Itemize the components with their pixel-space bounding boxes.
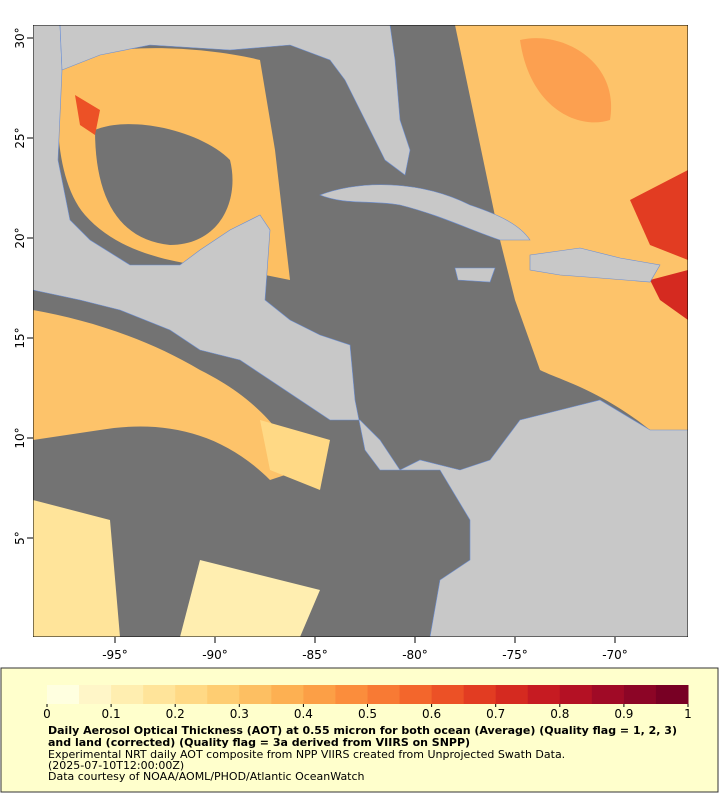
x-tick-label: -80° xyxy=(402,648,428,662)
colorbar-tick-label: 0.3 xyxy=(230,707,249,721)
colorbar-swatch xyxy=(175,685,208,704)
no-data xyxy=(95,124,233,245)
colorbar-swatch xyxy=(527,685,561,704)
colorbar-swatch xyxy=(367,685,401,704)
colorbar-swatch xyxy=(303,685,336,704)
colorbar-swatch xyxy=(143,685,176,704)
aot-pacific xyxy=(33,500,120,637)
colorbar-swatch xyxy=(655,685,689,704)
y-tick-label: 30° xyxy=(13,27,27,48)
aot-atlantic-high xyxy=(520,38,612,123)
aot-atlantic xyxy=(455,25,688,430)
colorbar-tick-label: 0.6 xyxy=(422,707,441,721)
colorbar-swatch xyxy=(207,685,240,704)
jamaica xyxy=(454,267,496,283)
aot-high xyxy=(650,270,688,320)
colorbar-swatch xyxy=(111,685,144,704)
x-tick-label: -85° xyxy=(302,648,328,662)
y-tick-label: 10° xyxy=(13,427,27,448)
colorbar-tick-label: 0.1 xyxy=(102,707,121,721)
colorbar-tick-label: 0.4 xyxy=(294,707,313,721)
colorbar-swatch xyxy=(463,685,497,704)
colorbar-tick-label: 0.5 xyxy=(358,707,377,721)
aot-high xyxy=(630,170,688,260)
aot-pacific xyxy=(33,310,300,480)
caption: Daily Aerosol Optical Thickness (AOT) at… xyxy=(48,724,678,783)
colorbar-swatch xyxy=(431,685,465,704)
map xyxy=(33,25,688,637)
land xyxy=(33,25,688,637)
x-tick-label: -70° xyxy=(602,648,628,662)
colorbar-swatch xyxy=(47,685,80,704)
caption-title: Daily Aerosol Optical Thickness (AOT) at… xyxy=(48,724,677,749)
colorbar-swatch xyxy=(271,685,304,704)
caption-line: Data courtesy of NOAA/AOML/PHOD/Atlantic… xyxy=(48,770,365,783)
hispaniola xyxy=(529,247,661,283)
aot-pacific xyxy=(180,560,320,637)
colorbar-swatch xyxy=(495,685,529,704)
us-coast xyxy=(59,25,411,176)
caption-line: (2025-07-10T12:00:00Z) xyxy=(48,759,185,772)
y-tick-label: 25° xyxy=(13,127,27,148)
colorbar-swatch xyxy=(399,685,433,704)
colorbar-swatch xyxy=(79,685,112,704)
x-tick-label: -90° xyxy=(202,648,228,662)
colorbar-swatch xyxy=(623,685,657,704)
caption-line: Experimental NRT daily AOT composite fro… xyxy=(48,748,566,761)
aot-pacific xyxy=(260,420,330,490)
y-tick-label: 20° xyxy=(13,227,27,248)
colorbar-tick-label: 0 xyxy=(43,707,51,721)
colorbar-swatch xyxy=(559,685,593,704)
colorbar: 0 0.1 0.2 0.3 0.4 0.5 0.6 0.7 0.8 0.9 1 xyxy=(43,685,692,721)
cuba xyxy=(319,184,531,241)
colorbar-tick-label: 0.2 xyxy=(166,707,185,721)
colorbar-swatch xyxy=(239,685,272,704)
colorbar-tick-label: 0.9 xyxy=(614,707,633,721)
colorbar-swatch xyxy=(335,685,368,704)
colorbar-swatch xyxy=(591,685,625,704)
x-tick-label: -95° xyxy=(102,648,128,662)
x-tick-label: -75° xyxy=(502,648,528,662)
colorbar-tick-label: 0.8 xyxy=(550,707,569,721)
colorbar-tick-label: 1 xyxy=(684,707,692,721)
y-tick-label: 5° xyxy=(13,531,27,545)
colorbar-tick-label: 0.7 xyxy=(486,707,505,721)
mainland xyxy=(33,25,688,637)
y-tick-label: 15° xyxy=(13,327,27,348)
aot-high xyxy=(75,95,100,135)
